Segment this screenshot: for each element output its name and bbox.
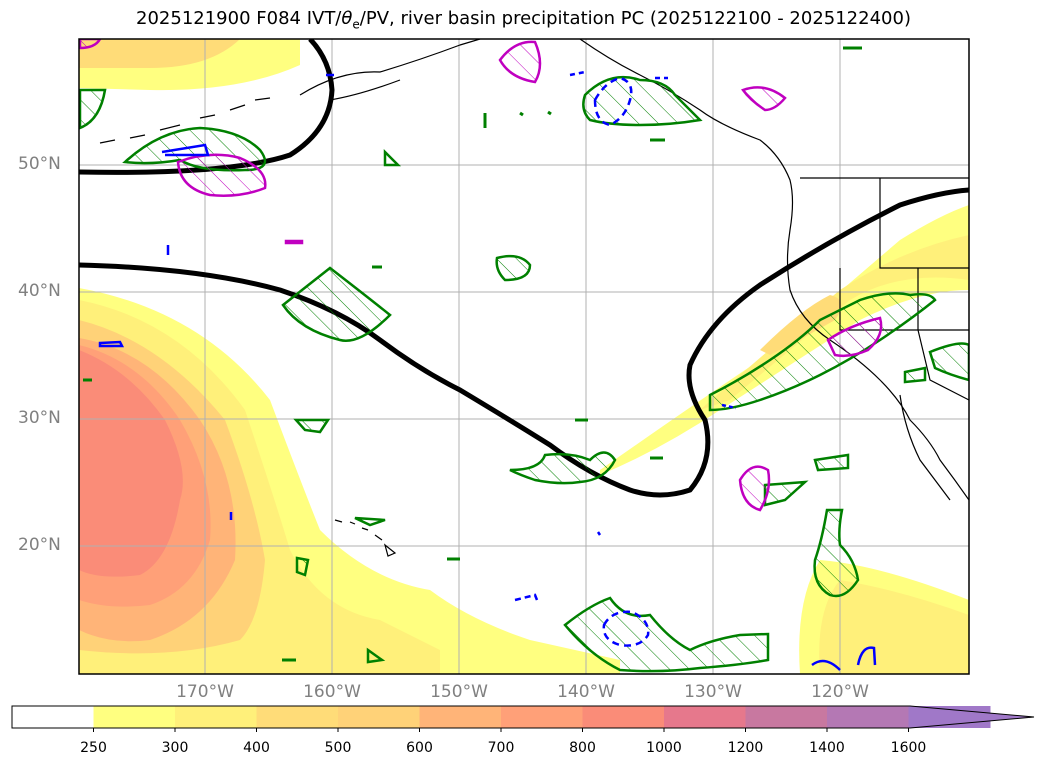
ivt-fill-southeast-2: [819, 580, 969, 674]
lat-label-20n: 20°N: [18, 535, 61, 555]
lon-label-120w: 120°W: [811, 682, 869, 702]
colorbar-segment: [419, 706, 502, 728]
title-theta-subscript: e: [352, 17, 360, 32]
lat-label-50n: 50°N: [18, 154, 61, 174]
colorbar-tick-label: 250: [80, 740, 107, 756]
colorbar-segment: [175, 706, 257, 728]
ivt-fill-layer: [79, 39, 969, 674]
colorbar-tick-label: 400: [243, 740, 270, 756]
aleutian-islands: [99, 97, 271, 144]
colorbar-segment: [256, 706, 339, 728]
lon-label-150w: 150°W: [430, 682, 488, 702]
lat-label-30n: 30°N: [18, 408, 61, 428]
lon-label-130w: 130°W: [684, 682, 742, 702]
hawaii-islands: [334, 519, 397, 557]
pv-hatch-regions: [79, 39, 883, 512]
colorbar-tick-label: 800: [569, 740, 596, 756]
page-title: 2025121900 F084 IVT/θe/PV, river basin p…: [0, 8, 1047, 32]
colorbar-extend-arrow: [910, 706, 1034, 728]
colorbar-tick-label: 700: [487, 740, 515, 756]
lon-label-170w: 170°W: [176, 682, 234, 702]
lon-label-140w: 140°W: [557, 682, 615, 702]
colorbar-segment: [664, 706, 746, 728]
colorbar-segment: [582, 706, 665, 728]
title-main: 2025121900 F084 IVT/: [136, 8, 342, 29]
colorbar-segment: [93, 706, 176, 728]
ivt-fill-northwest-inner: [79, 39, 240, 68]
map-frame: [78, 38, 970, 675]
ivt-fill-southwest-6: [79, 350, 183, 577]
colorbar-tick-label: 500: [324, 740, 352, 756]
lat-label-40n: 40°N: [18, 281, 61, 301]
colorbar-segment: [501, 706, 583, 728]
alaska-coast: [299, 39, 969, 501]
lon-label-160w: 160°W: [303, 682, 361, 702]
colorbar-segment: [12, 706, 94, 728]
colorbar: [11, 705, 1035, 732]
colorbar-outline: [11, 705, 1035, 729]
map-area: [79, 39, 969, 674]
baja-california: [899, 394, 951, 501]
coastlines: [99, 39, 969, 557]
colorbar-segment: [827, 706, 909, 728]
colorbar-tick-label: 1600: [890, 740, 927, 756]
title-theta: θ: [341, 8, 353, 29]
theta-e-small-segments: [83, 46, 862, 662]
graticule: [79, 39, 969, 674]
colorbar-tick-label: 1400: [809, 740, 845, 756]
colorbar-tick-label: 600: [406, 740, 433, 756]
pv-contour-north: [79, 39, 335, 175]
colorbar-tick-label: 300: [161, 740, 189, 756]
ivt-fill-ar-core: [760, 295, 842, 355]
colorbar-segment: [338, 706, 420, 728]
colorbar-tick-label: 1000: [646, 740, 682, 756]
colorbar-segment: [745, 706, 828, 728]
colorbar-tick-label: 1200: [727, 740, 764, 756]
title-rest: /PV, river basin precipitation PC (20251…: [359, 8, 911, 29]
theta-e-negative-contours: [98, 70, 877, 671]
